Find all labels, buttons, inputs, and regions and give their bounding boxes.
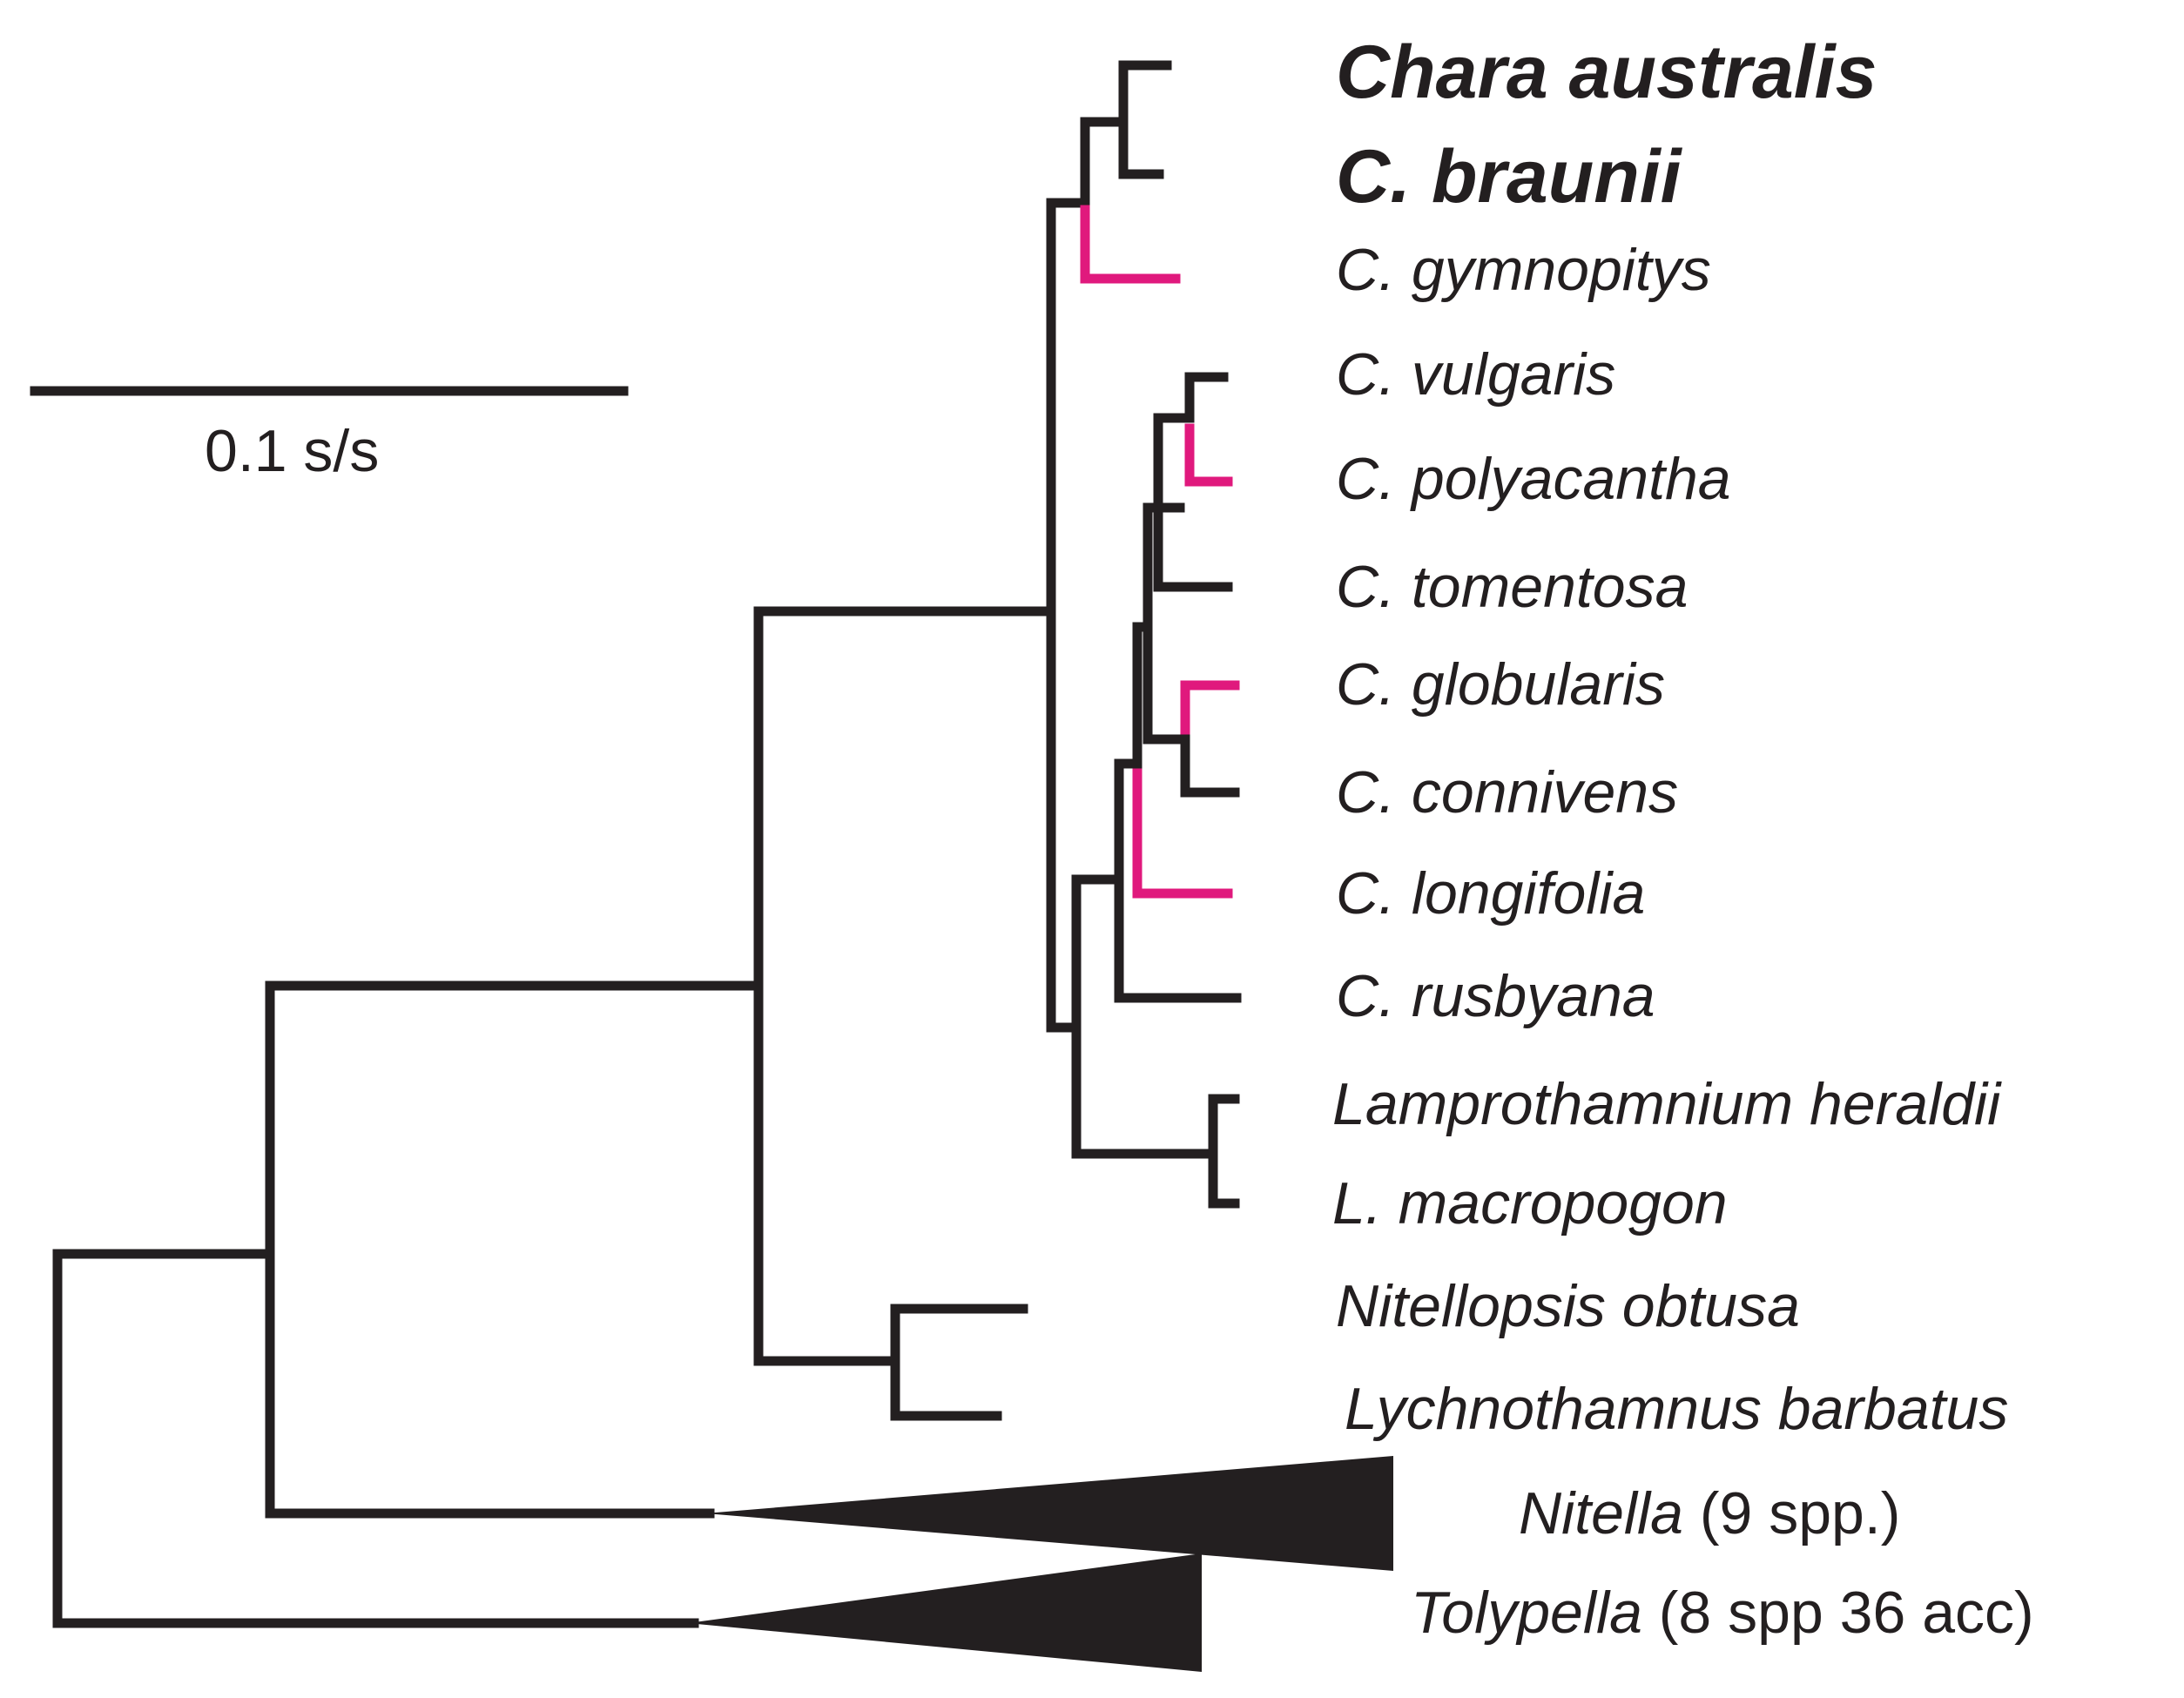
chara-australis-clade-branch — [1080, 117, 1129, 215]
taxon-label: C. rusbyana — [1336, 963, 1655, 1029]
vulgaris-longifolia-stem-branch — [1114, 758, 1139, 885]
characeae-clade-branch — [753, 606, 1056, 1366]
chara-lamprothamnium-branch — [1046, 198, 1090, 1033]
c-rusbyana-branch — [1114, 874, 1242, 1003]
australis-braunii-branch — [1118, 60, 1172, 179]
chara-nitella-clade-branch — [265, 980, 764, 1519]
taxon-label: Lamprothamnium heraldii — [1332, 1071, 2001, 1137]
clade-genus: Tolypella — [1411, 1580, 1642, 1646]
taxon-label: Nitellopsis obtusa — [1336, 1273, 1800, 1339]
taxon-label: Chara australis — [1336, 30, 1877, 114]
clade-detail: (8 spp 36 acc) — [1641, 1580, 2034, 1646]
lamprothamnium-branch — [1208, 1094, 1240, 1209]
taxon-label: C. braunii — [1336, 135, 1682, 219]
taxon-label: L. macropogon — [1332, 1170, 1728, 1236]
taxon-label: C. longifolia — [1336, 860, 1646, 926]
taxon-label: C. tomentosa — [1336, 554, 1689, 620]
taxon-label: C. gymnopitys — [1336, 237, 1711, 303]
vulgaris-polyacantha-tomentosa-branch — [1153, 413, 1185, 592]
vulgaris-polyacantha-branch — [1175, 372, 1229, 423]
collapsed-clade-label: Tolypella (8 spp 36 acc) — [1411, 1583, 2034, 1642]
c-connivens-branch — [1180, 734, 1240, 798]
globularis-connivens-stem-branch — [1143, 622, 1190, 745]
taxon-label: C. globularis — [1336, 651, 1665, 718]
scale-bar-label: 0.1 s/s — [205, 418, 380, 484]
collapsed-clade-label: Nitella (9 spp.) — [1519, 1484, 1900, 1543]
root-branch — [52, 1249, 699, 1628]
taxon-label: C. vulgaris — [1336, 341, 1616, 408]
c-gymnopitys-branch — [1080, 205, 1181, 284]
clade-genus: Nitella — [1519, 1480, 1683, 1546]
tolypella-collapsed-clade — [688, 1553, 1202, 1672]
lamprothamnium-stem-branch — [1071, 1022, 1218, 1159]
taxon-label: C. connivens — [1336, 759, 1679, 825]
chara-vulgaris-group-stem-branch — [1071, 874, 1124, 1033]
c-longifolia-branch — [1132, 758, 1233, 899]
clade-detail: (9 spp.) — [1682, 1480, 1901, 1546]
c-polyacantha-branch — [1184, 423, 1233, 487]
nitellopsis-lychnothamnus-branch — [753, 1304, 1028, 1421]
c-globularis-branch — [1180, 680, 1240, 745]
taxon-label: C. polyacantha — [1336, 446, 1731, 512]
taxon-label: Lychnothamnus barbatus — [1345, 1376, 2009, 1442]
nitella-collapsed-clade — [705, 1456, 1393, 1571]
